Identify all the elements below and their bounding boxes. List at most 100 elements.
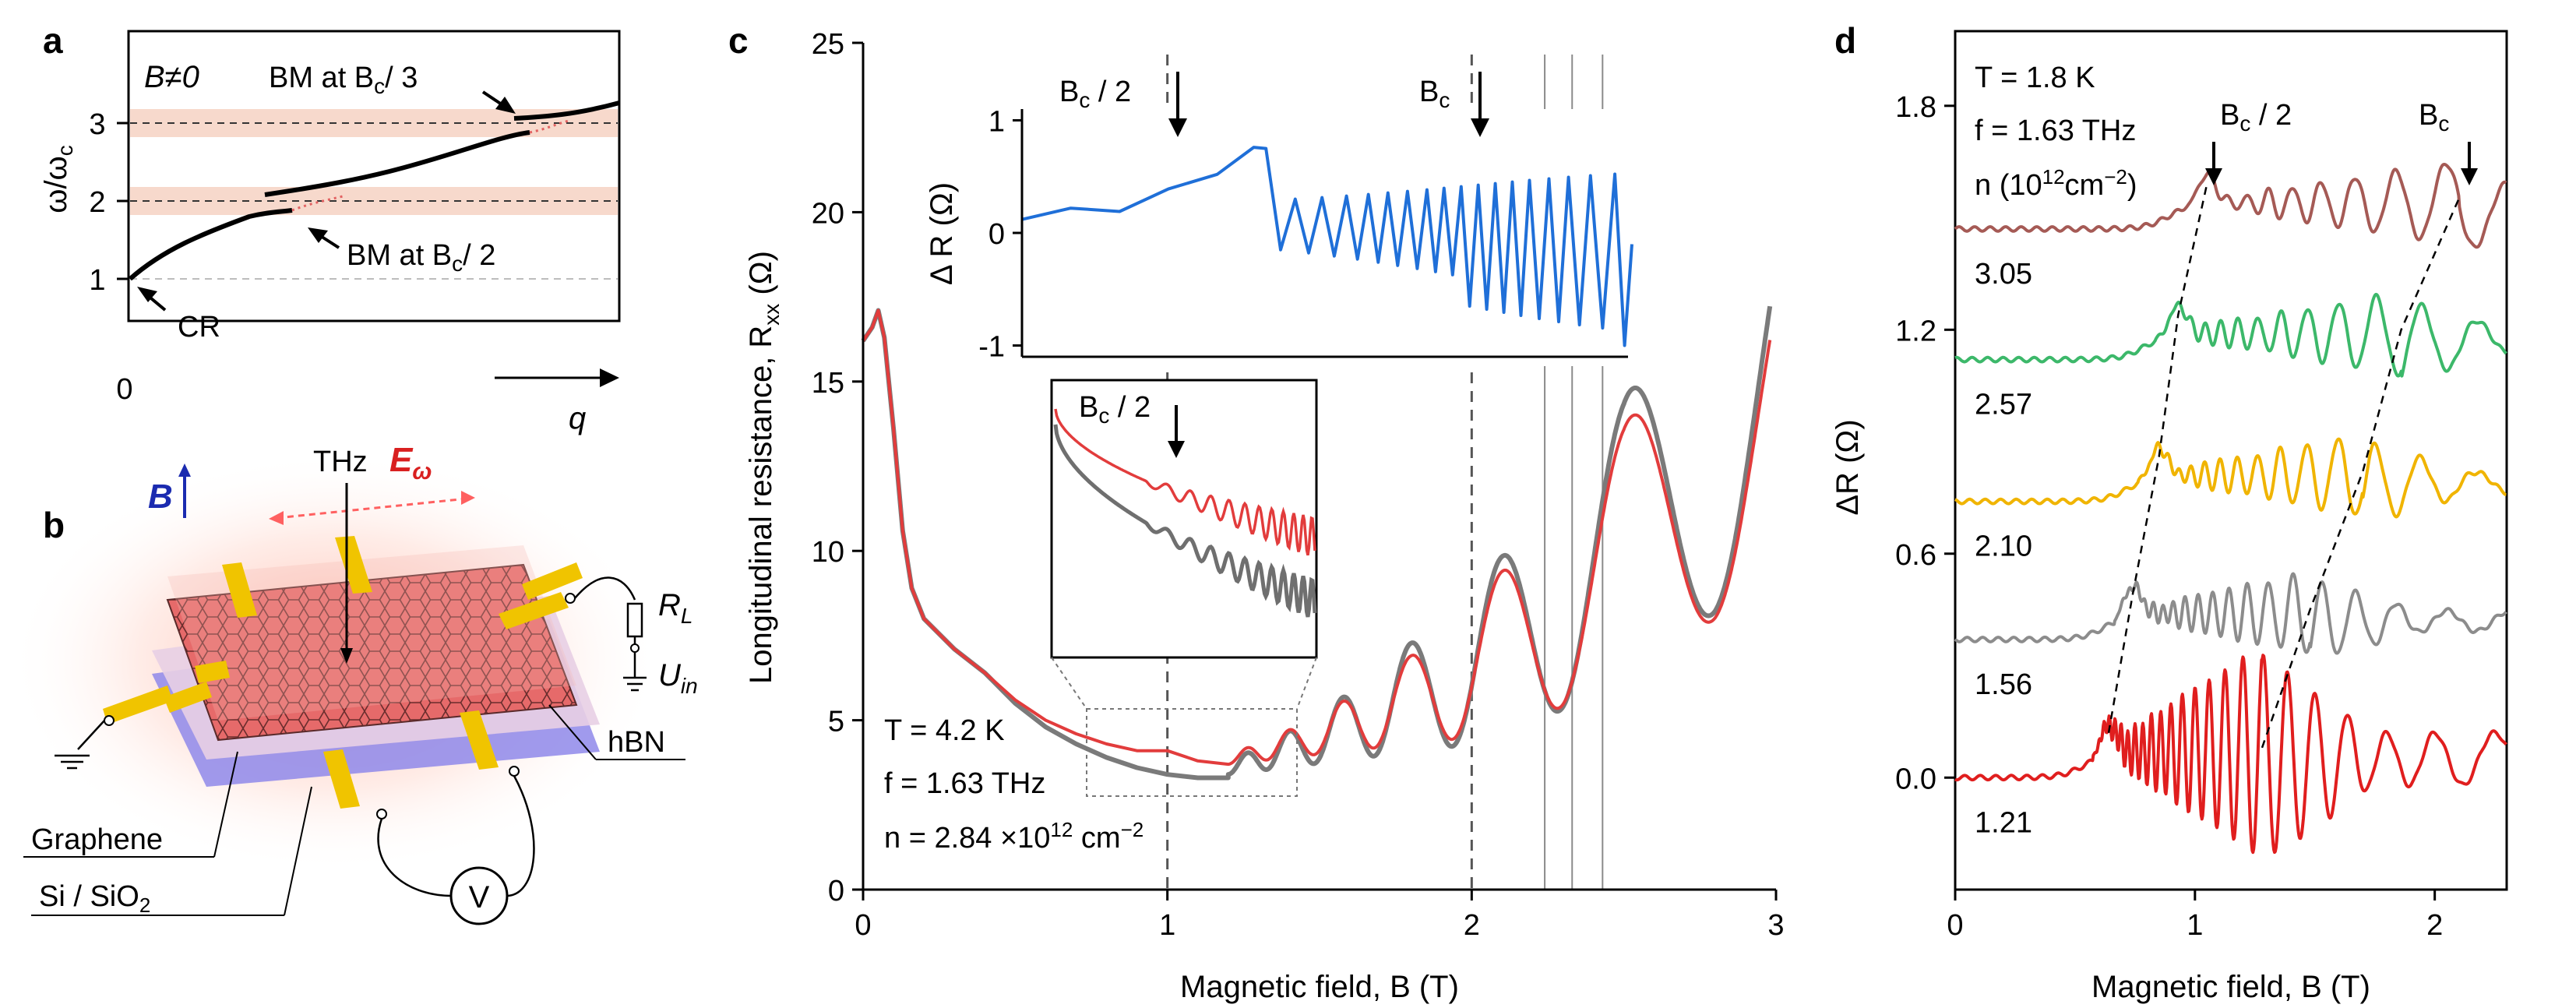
- d-arrow-bc2-label: Bc / 2: [2220, 99, 2292, 136]
- panel-d-label: d: [1834, 20, 1856, 61]
- d-series-labels: 3.05 2.57 2.10 1.56 1.21: [1975, 258, 2032, 839]
- voltmeter-label: V: [469, 880, 490, 915]
- terminal-rl: [565, 593, 576, 604]
- c-series-red: [862, 308, 1772, 767]
- branch-3: [513, 100, 620, 121]
- d-series-1.56: [1954, 572, 2507, 655]
- hbn-label: hBN: [608, 726, 665, 759]
- c-inset-zoom-plot: [1053, 408, 1317, 618]
- c-ytick-1: 5: [828, 706, 844, 738]
- c-inset-top-plot: [1021, 146, 1633, 347]
- d-anno-f: f = 1.63 THz: [1975, 115, 2136, 147]
- d-xtick-1: 1: [2187, 909, 2203, 942]
- q-arrow-head: [600, 368, 619, 387]
- panel-c-label: c: [728, 20, 749, 61]
- terminal-v2: [509, 766, 520, 777]
- bm-c3-arrow-head: [495, 97, 516, 114]
- e-field-label: Eω: [389, 441, 432, 485]
- branch-1-dots: [291, 195, 344, 212]
- c-anno-f: f = 1.63 THz: [884, 767, 1045, 800]
- d-xtick-2: 2: [2426, 909, 2443, 942]
- d-ytick-3: 1.8: [1895, 91, 1936, 124]
- substrate-leader: [284, 786, 312, 916]
- c-xtick-0: 0: [855, 909, 871, 942]
- d-series-label-4: 1.21: [1975, 806, 2032, 839]
- c-zoom-series-red: [1054, 408, 1316, 556]
- lead-left: [103, 686, 173, 724]
- branch-2-dots: [529, 119, 569, 134]
- d-series-label-2: 2.10: [1975, 530, 2032, 563]
- ytick-a-3: 3: [89, 108, 105, 141]
- c-inset-arrow-bc-label: Bc: [1419, 76, 1450, 112]
- y-ticks-a: 1 2 3: [89, 108, 129, 297]
- terminal-left: [104, 715, 115, 726]
- c-ytick-4: 20: [812, 197, 844, 230]
- thz-label: THz: [313, 446, 368, 478]
- d-ytick-2: 1.2: [1895, 315, 1936, 347]
- c-zoom-connector-right: [1296, 657, 1317, 710]
- ytick-a-1: 1: [89, 264, 105, 297]
- d-series-2.10: [1954, 437, 2507, 519]
- c-ytick-2: 10: [812, 536, 844, 569]
- b-field-label: B: [148, 478, 173, 516]
- c-anno-t: T = 4.2 K: [884, 714, 1005, 747]
- ylabel-a: ω/ωc: [39, 145, 77, 213]
- top-hbn: [167, 545, 576, 721]
- cr-label: CR: [178, 311, 220, 344]
- c-xtick-1: 1: [1159, 909, 1175, 942]
- c-series-dark: [861, 305, 1773, 781]
- c-inset-ytick-0: -1: [978, 331, 1005, 364]
- rl-resistor: [626, 602, 643, 638]
- d-series-2.57: [1954, 292, 2507, 378]
- d-frame: [1954, 30, 2508, 891]
- c-inset-top: -1 0 1 Δ R (Ω) Bc / 2 Bc: [925, 72, 1633, 366]
- d-series-label-0: 3.05: [1975, 258, 2032, 291]
- branch-1: [129, 208, 293, 281]
- c-xlabel: Magnetic field, B (T): [1180, 970, 1459, 1004]
- voltmeter: [449, 866, 509, 925]
- c-inset-zoom: Bc / 2: [1050, 379, 1318, 797]
- c-ytick-0: 0: [828, 875, 844, 908]
- wire-rl: [574, 576, 636, 601]
- cr-arrow-head: [137, 287, 157, 302]
- contact-5: [323, 749, 360, 809]
- c-inset-zoom-frame: [1050, 379, 1318, 659]
- d-anno-n: n (1012cm−2): [1975, 165, 2137, 202]
- c-inset-arrow-bc2-label: Bc / 2: [1059, 76, 1131, 112]
- uin-label: Uin: [658, 658, 698, 698]
- branch-2: [264, 130, 530, 197]
- contact-4: [164, 682, 212, 713]
- bm-c3-label: BM at Bc/ 3: [269, 62, 418, 98]
- c-zoom-arrow-label: Bc / 2: [1079, 391, 1151, 428]
- c-zoom-series-dark: [1053, 424, 1317, 618]
- lead-right: [522, 562, 583, 600]
- d-series-3.05: [1954, 163, 2507, 249]
- d-xlabel: Magnetic field, B (T): [2091, 970, 2370, 1004]
- ytick-a-2: 2: [89, 186, 105, 219]
- q-label: q: [569, 401, 586, 435]
- contact-3: [499, 592, 569, 629]
- d-ytick-0: 0.0: [1895, 763, 1936, 795]
- panel-a: a 1 2 3 ω/ωc 0 q B≠0 BM at Bc/ 3 BM at B…: [39, 20, 621, 435]
- c-inset-top-ticks: -1 0 1: [978, 105, 1022, 364]
- d-xtick-0: 0: [1947, 909, 1963, 942]
- d-series-label-3: 1.56: [1975, 668, 2032, 701]
- c-anno-n: n = 2.84 ×1012 cm−2: [884, 818, 1144, 855]
- x-origin-a: 0: [116, 373, 132, 406]
- c-zoom-region: [1086, 708, 1298, 797]
- c-inset-top-bg: [1022, 109, 1628, 366]
- panel-b: b B Eω THz RL Uin: [8, 441, 698, 925]
- panel-d: d 0 1 20.00.61.21.8 Magnetic field, B (T) …: [1831, 20, 2508, 1004]
- substrate-label: Si / SiO2: [39, 880, 150, 917]
- d-series-1.21: [1954, 654, 2507, 855]
- contact-7: [195, 661, 230, 683]
- d-guide-bc2: [2107, 184, 2208, 734]
- c-inset-series-delta: [1021, 146, 1633, 347]
- c-inset-ytick-1: 0: [988, 218, 1005, 251]
- e-field-head-right: [461, 491, 475, 505]
- thz-arrow-head: [340, 648, 353, 664]
- e-field-head-left: [269, 511, 284, 525]
